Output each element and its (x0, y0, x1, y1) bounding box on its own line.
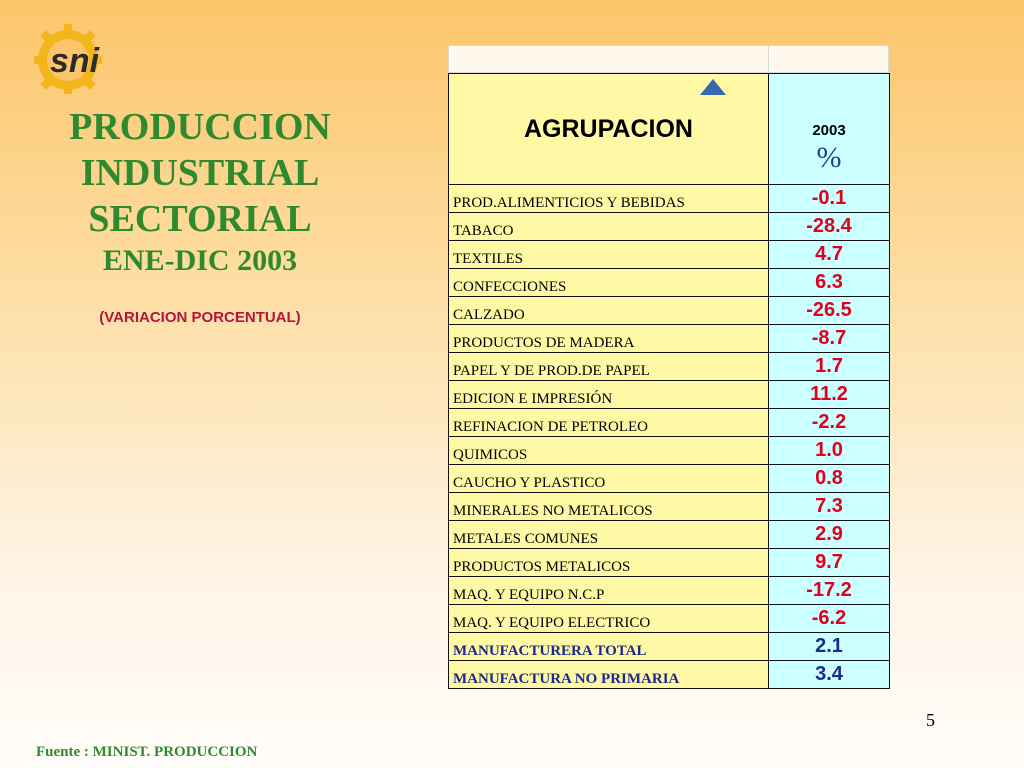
row-value: -6.2 (768, 604, 890, 633)
gear-logo-icon (34, 24, 102, 94)
production-table: AGRUPACION 2003 % PROD.ALIMENTICIOS Y BE… (448, 73, 890, 689)
table-row: PRODUCTOS METALICOS 9.7 (448, 548, 890, 577)
total-row: MANUFACTURERA TOTAL 2.1 (448, 632, 890, 661)
table-row: PAPEL Y DE PROD.DE PAPEL 1.7 (448, 352, 890, 381)
row-label: MANUFACTURERA TOTAL (448, 632, 769, 661)
table-row: PRODUCTOS DE MADERA -8.7 (448, 324, 890, 353)
row-label: PRODUCTOS DE MADERA (448, 324, 769, 353)
row-value: 6.3 (768, 268, 890, 297)
table-header-row: AGRUPACION 2003 % (448, 73, 890, 185)
title-period: ENE-DIC 2003 (102, 244, 298, 277)
row-label: METALES COMUNES (448, 520, 769, 549)
row-value: 1.0 (768, 436, 890, 465)
row-value: 2.9 (768, 520, 890, 549)
row-label: CALZADO (448, 296, 769, 325)
table-row: METALES COMUNES 2.9 (448, 520, 890, 549)
table-row: MAQ. Y EQUIPO ELECTRICO -6.2 (448, 604, 890, 633)
row-value: 7.3 (768, 492, 890, 521)
slide-subtitle: (VARIACION PORCENTUAL) (99, 309, 301, 326)
row-label: TABACO (448, 212, 769, 241)
row-value: 11.2 (768, 380, 890, 409)
header-agrupacion-label: AGRUPACION (524, 114, 693, 143)
row-label: TEXTILES (448, 240, 769, 269)
table-row: MAQ. Y EQUIPO N.C.P -17.2 (448, 576, 890, 605)
top-strip-cell-left (448, 45, 769, 73)
row-value: 9.7 (768, 548, 890, 577)
row-value: -2.2 (768, 408, 890, 437)
row-value: 1.7 (768, 352, 890, 381)
row-value: -8.7 (768, 324, 890, 353)
row-label: REFINACION DE PETROLEO (448, 408, 769, 437)
page-number: 5 (926, 710, 935, 730)
table-row: CONFECCIONES 6.3 (448, 268, 890, 297)
row-label: PROD.ALIMENTICIOS Y BEBIDAS (448, 184, 769, 213)
row-label: QUIMICOS (448, 436, 769, 465)
table-row: CAUCHO Y PLASTICO 0.8 (448, 464, 890, 493)
total-row: MANUFACTURA NO PRIMARIA 3.4 (448, 660, 890, 689)
header-agrupacion: AGRUPACION (448, 73, 769, 185)
row-label: PAPEL Y DE PROD.DE PAPEL (448, 352, 769, 381)
table-row: EDICION E IMPRESIÓN 11.2 (448, 380, 890, 409)
sni-logo: sni (34, 24, 102, 94)
row-value: -28.4 (768, 212, 890, 241)
row-value: -17.2 (768, 576, 890, 605)
row-label: CAUCHO Y PLASTICO (448, 464, 769, 493)
table-row: MINERALES NO METALICOS 7.3 (448, 492, 890, 521)
header-year: 2003 (812, 122, 846, 139)
slide-title: PRODUCCION INDUSTRIAL SECTORIAL ENE-DIC … (40, 104, 360, 278)
triangle-up-icon (700, 79, 726, 95)
row-label: MAQ. Y EQUIPO ELECTRICO (448, 604, 769, 633)
table-row: TABACO -28.4 (448, 212, 890, 241)
table-row: CALZADO -26.5 (448, 296, 890, 325)
row-label: MINERALES NO METALICOS (448, 492, 769, 521)
source-note: Fuente : MINIST. PRODUCCION (36, 744, 258, 760)
title-line-1: PRODUCCION (69, 106, 331, 148)
title-line-2: INDUSTRIAL (80, 152, 320, 194)
row-value: 2.1 (768, 632, 890, 661)
row-value: 3.4 (768, 660, 890, 689)
row-value: 0.8 (768, 464, 890, 493)
row-label: MANUFACTURA NO PRIMARIA (448, 660, 769, 689)
table-row: REFINACION DE PETROLEO -2.2 (448, 408, 890, 437)
table-top-strip (448, 45, 889, 73)
logo-text: sni (50, 42, 101, 80)
row-value: -0.1 (768, 184, 890, 213)
table-row: TEXTILES 4.7 (448, 240, 890, 269)
table-row: QUIMICOS 1.0 (448, 436, 890, 465)
header-year-cell: 2003 % (768, 73, 890, 185)
row-label: MAQ. Y EQUIPO N.C.P (448, 576, 769, 605)
row-value: -26.5 (768, 296, 890, 325)
title-line-3: SECTORIAL (88, 198, 312, 240)
row-label: EDICION E IMPRESIÓN (448, 380, 769, 409)
row-label: PRODUCTOS METALICOS (448, 548, 769, 577)
row-value: 4.7 (768, 240, 890, 269)
header-unit: % (816, 141, 842, 174)
row-label: CONFECCIONES (448, 268, 769, 297)
top-strip-cell-right (768, 45, 889, 73)
table-row: PROD.ALIMENTICIOS Y BEBIDAS -0.1 (448, 184, 890, 213)
